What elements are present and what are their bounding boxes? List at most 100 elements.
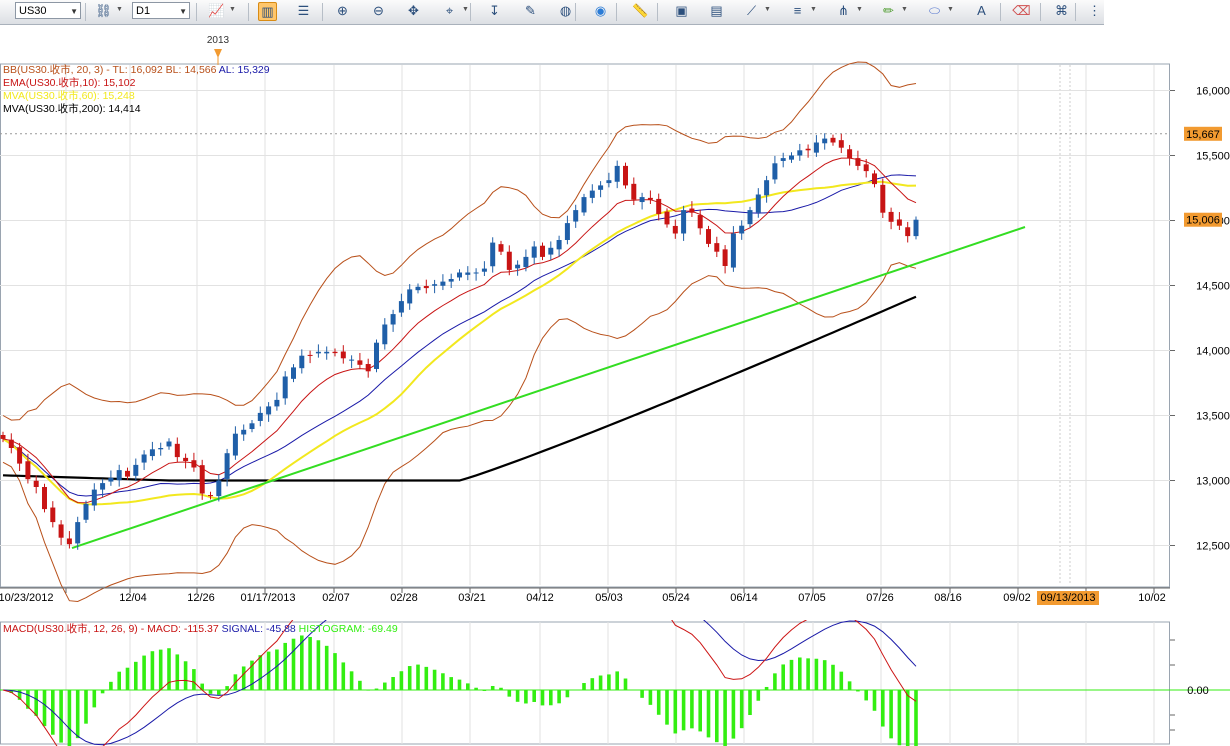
histogram-bar	[864, 690, 868, 701]
pan-button[interactable]: ✥	[404, 2, 423, 21]
zoom-out-icon: ⊖	[373, 3, 384, 18]
symbol-select[interactable]: US30 ▼	[15, 2, 81, 19]
x-highlight-badge	[1037, 591, 1099, 605]
fibonacci-button[interactable]: ≡	[788, 2, 807, 21]
candle-body	[747, 210, 753, 225]
crosshair-icon: ⌖	[445, 3, 454, 18]
chart-window-button[interactable]: ▤	[707, 2, 726, 21]
text-label-icon: A	[977, 3, 986, 18]
eraser-button[interactable]: ⌫	[1012, 2, 1031, 21]
x-tick-label: 08/16	[934, 592, 962, 604]
text-label-button[interactable]: A	[972, 2, 991, 21]
chevron-down-icon[interactable]: ▼	[764, 6, 771, 13]
ruler-icon: 📏	[632, 3, 649, 18]
chevron-down-icon[interactable]: ▼	[947, 6, 954, 13]
candle-body	[232, 433, 238, 456]
candle-body	[440, 281, 446, 286]
ema-legend: EMA(US30.收市,10): 15,102	[3, 77, 136, 89]
candle-body	[739, 225, 745, 234]
pitchfork-button[interactable]: ⋔	[834, 2, 853, 21]
bb-legend-prefix: BB(US30.收市, 20, 3) - TL:	[3, 64, 131, 76]
toolbar-separator	[322, 3, 323, 21]
chevron-down-icon[interactable]: ▼	[462, 6, 469, 13]
chevron-down-icon[interactable]: ▼	[810, 6, 817, 13]
candle-body	[631, 183, 637, 200]
macd-chart[interactable]: 0.00	[0, 620, 1230, 746]
histogram-bar	[640, 690, 644, 698]
current-price-label: 15,006	[1186, 215, 1220, 227]
chart-type-button[interactable]: 📈	[207, 2, 226, 21]
symbol-link-icon: ⛓	[95, 3, 112, 18]
pencil-button[interactable]: ✏	[879, 2, 898, 21]
candle-body	[548, 247, 554, 255]
candle-body	[374, 342, 379, 369]
candle-body	[33, 480, 39, 487]
histogram-bar	[117, 671, 121, 690]
candle-body	[191, 460, 197, 468]
candle-body	[199, 465, 205, 494]
histogram-bar	[67, 690, 72, 746]
indicator-icon: ✎	[525, 3, 536, 18]
bb-legend-al-label: AL:	[216, 64, 238, 76]
candlestick-mode-button[interactable]: ▥	[258, 2, 277, 21]
candle-body	[755, 194, 761, 213]
more-options-button[interactable]: ⋮	[1085, 2, 1104, 21]
globe-button[interactable]: ◉	[591, 2, 610, 21]
histogram-bar	[59, 690, 63, 743]
text-mode-button[interactable]: ☰	[294, 2, 313, 21]
chevron-down-icon[interactable]: ▼	[856, 6, 863, 13]
arrow-tool-button[interactable]: ↧	[485, 2, 504, 21]
candle-body	[282, 376, 288, 399]
candle-body	[100, 483, 106, 490]
histogram-bar	[665, 690, 669, 725]
indicator-button[interactable]: ✎	[521, 2, 540, 21]
histogram-bar	[839, 671, 844, 690]
object-list-button[interactable]: ⌘	[1052, 2, 1071, 21]
ellipse-button[interactable]: ⬭	[925, 2, 944, 21]
x-tick-label: 07/05	[798, 592, 826, 604]
candle-body	[780, 158, 786, 161]
histogram-bar	[764, 686, 769, 690]
picture-button[interactable]: ▣	[672, 2, 691, 21]
chevron-down-icon[interactable]: ▼	[116, 6, 123, 13]
candle-body	[158, 448, 164, 450]
candle-body	[664, 211, 670, 225]
histogram-bar	[217, 690, 221, 695]
line-studies-button[interactable]: ⟋	[742, 2, 761, 21]
x-tick-label: 09/02	[1003, 592, 1031, 604]
zoom-out-button[interactable]: ⊖	[369, 2, 388, 21]
zoom-in-button[interactable]: ⊕	[333, 2, 352, 21]
candle-body	[556, 240, 562, 250]
toolbar-separator	[85, 3, 86, 21]
histogram-bar	[881, 690, 885, 727]
mva60-line	[2, 180, 917, 506]
timeframe-select[interactable]: D1 ▼	[132, 2, 190, 19]
histogram-bar	[432, 669, 437, 690]
candle-body	[598, 185, 604, 190]
toolbar-separator	[575, 3, 576, 21]
macd-legend: MACD(US30.收市, 12, 26, 9) - MACD: -115.37…	[3, 623, 398, 636]
x-tick-label: 01/17/2013	[240, 592, 295, 604]
histogram-bar	[424, 666, 429, 690]
x-tick-label: 10/23/2012	[0, 592, 54, 604]
template-button[interactable]: ◍	[556, 2, 575, 21]
bb-legend-bl-label: BL:	[162, 64, 185, 76]
price-chart[interactable]: 16,00015,50015,00014,50014,00013,50013,0…	[0, 29, 1230, 619]
chevron-down-icon: ▼	[70, 7, 78, 16]
template-icon: ◍	[559, 3, 572, 18]
histogram-bar	[515, 690, 520, 702]
candle-body	[208, 495, 213, 497]
histogram-bar	[507, 690, 512, 697]
chevron-down-icon[interactable]: ▼	[901, 6, 908, 13]
bb-legend: BB(US30.收市, 20, 3) - TL: 16,092 BL: 14,5…	[3, 64, 270, 77]
symbol-link-button[interactable]: ⛓	[94, 2, 113, 21]
crosshair-button[interactable]: ⌖	[440, 2, 459, 21]
fibonacci-icon: ≡	[793, 3, 802, 18]
bb-legend-bl: 14,566	[184, 64, 217, 76]
chevron-down-icon[interactable]: ▼	[229, 6, 236, 13]
candle-body	[415, 286, 421, 291]
ellipse-icon: ⬭	[928, 3, 941, 18]
histogram-bar	[175, 654, 180, 690]
hline-price-badge	[1184, 126, 1222, 141]
ruler-button[interactable]: 📏	[631, 2, 650, 21]
